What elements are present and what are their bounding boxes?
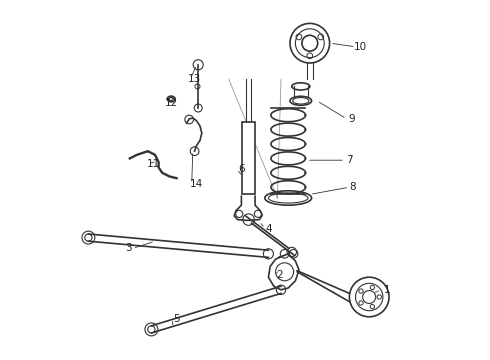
Text: 3: 3 — [124, 243, 131, 253]
Text: 11: 11 — [147, 159, 160, 169]
Text: 6: 6 — [238, 164, 245, 174]
Text: 14: 14 — [190, 179, 203, 189]
Text: 9: 9 — [348, 114, 354, 124]
Text: 2: 2 — [276, 270, 283, 280]
Text: 5: 5 — [173, 314, 180, 324]
Bar — [242, 122, 255, 194]
Text: 13: 13 — [188, 74, 201, 84]
Text: 4: 4 — [265, 224, 272, 234]
Text: 7: 7 — [346, 155, 353, 165]
Text: 1: 1 — [384, 285, 391, 295]
Text: 12: 12 — [165, 98, 178, 108]
Text: 10: 10 — [354, 42, 367, 52]
Text: 8: 8 — [350, 182, 356, 192]
